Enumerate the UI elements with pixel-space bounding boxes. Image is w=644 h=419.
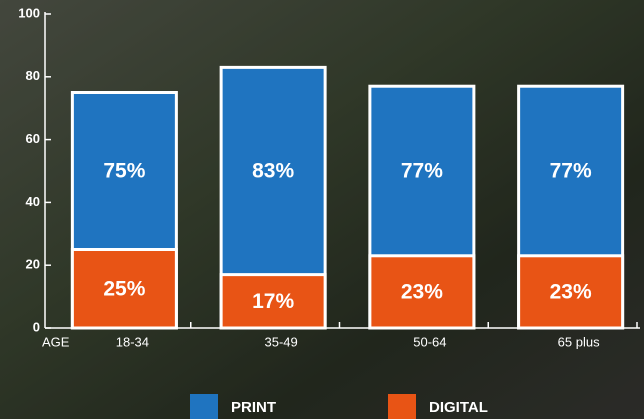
y-tick-label: 80 bbox=[26, 68, 40, 83]
y-tick-label: 100 bbox=[18, 5, 40, 20]
bar bbox=[70, 248, 178, 330]
bar bbox=[219, 273, 327, 330]
x-tick-label: 18-34 bbox=[116, 334, 149, 349]
x-axis-label: AGE bbox=[42, 334, 70, 349]
value-label: 23% bbox=[550, 280, 592, 303]
value-label: 83% bbox=[252, 160, 294, 183]
bar bbox=[368, 254, 476, 330]
value-label: 23% bbox=[401, 280, 443, 303]
x-tick-label: 50-64 bbox=[413, 334, 446, 349]
x-tick-label: 35-49 bbox=[265, 334, 298, 349]
y-tick-label: 0 bbox=[33, 319, 40, 334]
value-label: 77% bbox=[550, 160, 592, 183]
legend-swatch bbox=[190, 394, 218, 419]
y-tick-label: 40 bbox=[26, 194, 40, 209]
value-label: 17% bbox=[252, 290, 294, 313]
legend-label: DIGITAL bbox=[429, 399, 488, 416]
y-tick-label: 60 bbox=[26, 131, 40, 146]
legend-swatch bbox=[388, 394, 416, 419]
value-label: 25% bbox=[103, 277, 145, 300]
x-tick-label: 65 plus bbox=[558, 334, 600, 349]
y-tick-label: 20 bbox=[26, 257, 40, 272]
legend-label: PRINT bbox=[231, 399, 276, 416]
value-label: 77% bbox=[401, 160, 443, 183]
bar bbox=[517, 254, 625, 330]
value-label: 75% bbox=[103, 160, 145, 183]
